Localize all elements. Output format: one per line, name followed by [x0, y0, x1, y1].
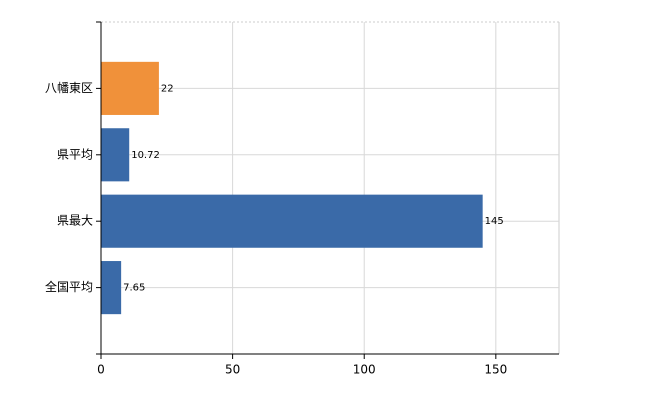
bar: [101, 194, 483, 248]
value-label: 145: [485, 216, 504, 227]
bar: [101, 61, 159, 115]
value-label: 10.72: [131, 150, 160, 161]
x-tick-label: 0: [97, 363, 105, 377]
value-label: 22: [161, 83, 174, 94]
y-tick-label: 全国平均: [45, 279, 93, 294]
value-label: 7.65: [123, 283, 145, 294]
bar: [101, 261, 122, 315]
y-tick-label: 八幡東区: [45, 80, 93, 95]
bar: [101, 128, 130, 182]
x-tick-label: 50: [225, 363, 240, 377]
x-tick-label: 100: [353, 363, 376, 377]
y-tick-label: 県平均: [57, 147, 93, 161]
x-tick-label: 150: [484, 363, 507, 377]
y-tick-label: 県最大: [57, 214, 93, 228]
